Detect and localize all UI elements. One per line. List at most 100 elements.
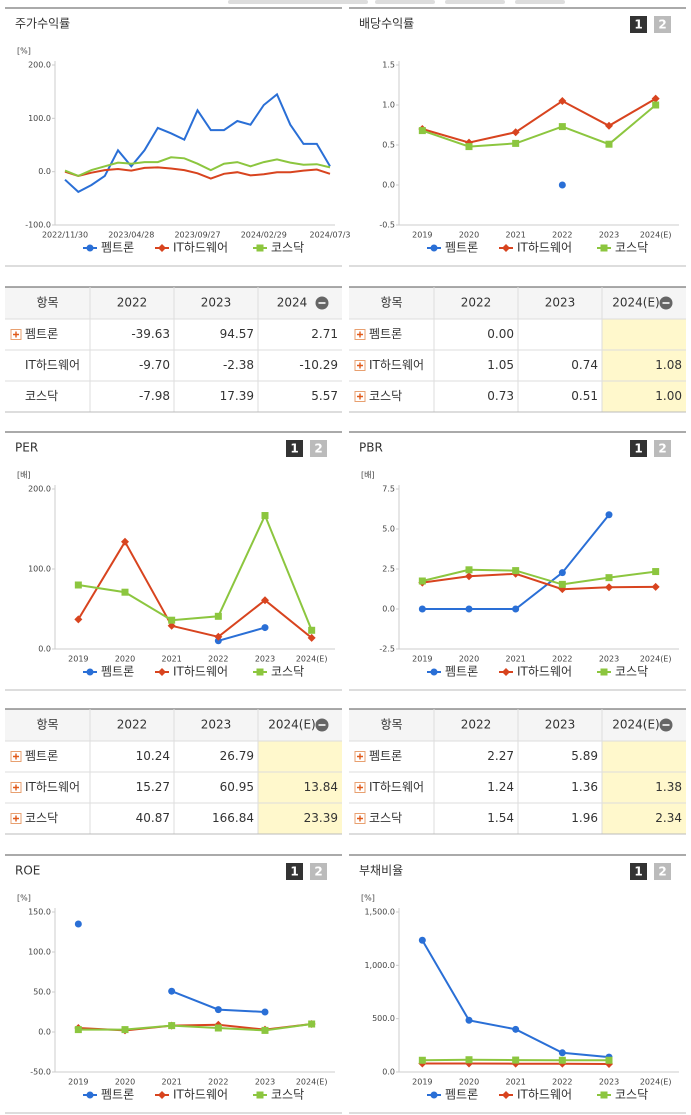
marker <box>168 987 176 995</box>
y-unit-label: [%] <box>361 894 375 903</box>
column-header: 2022 <box>461 296 492 310</box>
legend-label: 코스닥 <box>271 665 304 679</box>
x-tick-label: 2024/02/29 <box>241 231 287 240</box>
marker <box>86 668 94 676</box>
highlight-column <box>258 741 342 834</box>
series-line <box>218 626 266 642</box>
x-tick-label: 2022/11/30 <box>42 231 88 240</box>
legend-label: 펨트론 <box>445 665 478 679</box>
cell-value: 1.38 <box>655 780 682 794</box>
cell-value: -39.63 <box>131 327 170 341</box>
cell-value: 2.34 <box>655 811 682 825</box>
column-header: 2022 <box>461 718 492 732</box>
marker <box>465 143 473 151</box>
series-line <box>77 539 313 639</box>
column-header: 항목 <box>36 296 58 310</box>
series-line <box>64 92 331 194</box>
page-button-label: 1 <box>290 865 298 879</box>
marker <box>600 1091 608 1099</box>
row-label: 펨트론 <box>25 327 58 341</box>
y-tick-label: 1,500.0 <box>364 908 395 917</box>
page-button-label: 2 <box>314 442 322 456</box>
series-line <box>78 1023 312 1032</box>
column-header: 2024(E) <box>268 718 315 732</box>
column-header: 2023 <box>201 718 232 732</box>
x-tick-label: 2023 <box>255 655 275 664</box>
marker <box>512 1056 520 1064</box>
cell-value: 26.79 <box>220 749 254 763</box>
x-tick-label: 2023 <box>255 1078 275 1087</box>
x-tick-label: 2020 <box>459 1078 479 1087</box>
page-button-label: 1 <box>634 442 642 456</box>
legend-label: IT하드웨어 <box>517 1088 572 1102</box>
column-header: 2023 <box>201 296 232 310</box>
cell-value: 23.39 <box>304 811 338 825</box>
legend-label: IT하드웨어 <box>173 1088 228 1102</box>
marker <box>465 572 473 581</box>
y-tick-label: 0.0 <box>382 605 395 614</box>
marker <box>418 605 426 613</box>
cell-value: 5.57 <box>311 389 338 403</box>
marker <box>605 511 613 519</box>
marker <box>651 94 660 103</box>
series-line <box>421 104 657 148</box>
marker <box>158 244 166 252</box>
page-button[interactable] <box>630 16 647 33</box>
y-unit-label: [%] <box>17 47 31 56</box>
cell-value: 1.08 <box>655 358 682 372</box>
legend-label: IT하드웨어 <box>173 665 228 679</box>
marker <box>214 612 222 620</box>
marker <box>605 1056 613 1064</box>
x-tick-label: 2019 <box>68 655 88 664</box>
marker <box>86 244 94 252</box>
page-button[interactable] <box>286 863 303 880</box>
marker <box>308 1020 316 1028</box>
cell-value: -9.70 <box>139 358 170 372</box>
y-tick-label: 0.0 <box>38 167 51 176</box>
marker <box>430 244 438 252</box>
page-button[interactable] <box>310 440 327 457</box>
page-button[interactable] <box>310 863 327 880</box>
panel-title: ROE <box>15 864 40 878</box>
legend-label: 펨트론 <box>101 241 134 255</box>
x-tick-label: 2019 <box>68 1078 88 1087</box>
highlight-column <box>602 319 686 412</box>
x-tick-label: 2022 <box>552 655 572 664</box>
marker <box>74 581 82 589</box>
x-tick-label: 2024(E) <box>296 1078 328 1087</box>
y-tick-label: -50.0 <box>30 1068 51 1077</box>
marker <box>418 936 426 944</box>
y-tick-label: -100.0 <box>25 221 51 230</box>
marker <box>308 626 316 634</box>
page-button-label: 1 <box>634 18 642 32</box>
legend-label: IT하드웨어 <box>517 241 572 255</box>
y-tick-label: 1,000.0 <box>364 961 395 970</box>
marker <box>558 1056 566 1064</box>
page-button[interactable] <box>654 16 671 33</box>
x-tick-label: 2019 <box>412 231 432 240</box>
marker <box>418 577 426 585</box>
page-button-label: 1 <box>634 865 642 879</box>
x-tick-label: 2020 <box>115 655 135 664</box>
marker <box>605 121 613 130</box>
page-button[interactable] <box>630 863 647 880</box>
page-button[interactable] <box>630 440 647 457</box>
row-label: 펨트론 <box>369 327 402 341</box>
marker <box>652 568 660 576</box>
y-tick-label: 100.0 <box>28 948 51 957</box>
row-label: 코스닥 <box>369 811 402 825</box>
row-label: 코스닥 <box>25 389 58 403</box>
marker <box>256 244 264 252</box>
page-button[interactable] <box>286 440 303 457</box>
x-tick-label: 2021 <box>505 231 525 240</box>
cell-value: 15.27 <box>136 780 170 794</box>
page-button[interactable] <box>654 863 671 880</box>
page-button[interactable] <box>654 440 671 457</box>
y-tick-label: 100.0 <box>28 114 51 123</box>
marker <box>512 139 520 147</box>
marker <box>465 1016 473 1024</box>
series-line <box>422 97 657 144</box>
panel-title: 부채비율 <box>359 864 403 878</box>
x-tick-label: 2021 <box>161 655 181 664</box>
marker <box>261 624 269 632</box>
